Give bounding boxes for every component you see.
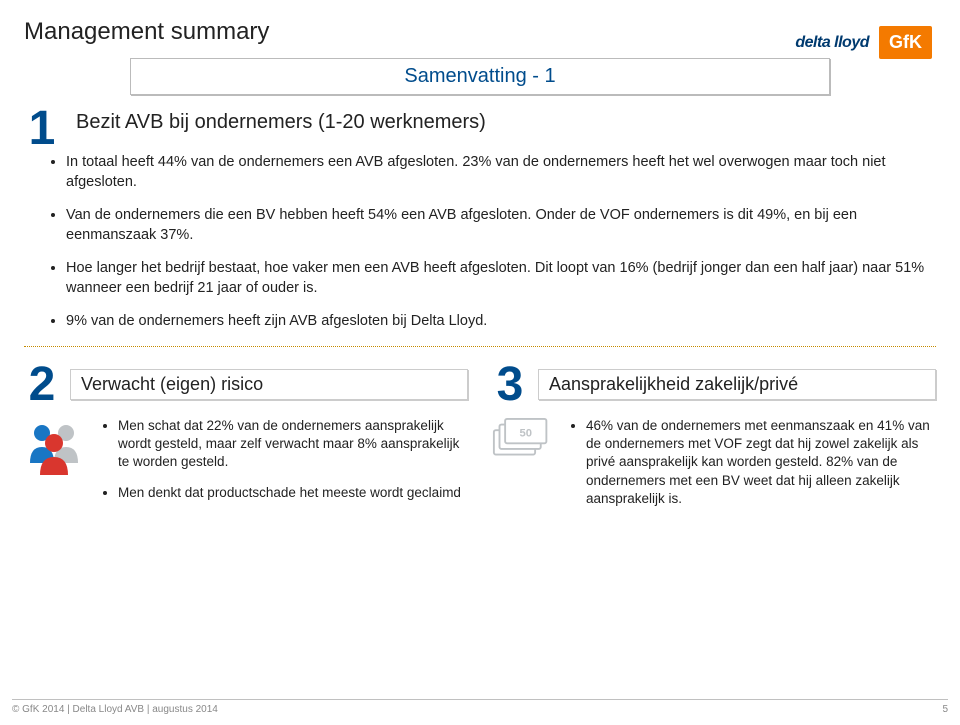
bullet: Men denkt dat productschade het meeste w… [118,484,468,502]
section-2: 2 Verwacht (eigen) risico Men schat dat … [24,361,468,520]
bullet: In totaal heeft 44% van de ondernemers e… [66,153,936,192]
logos: delta lloyd GfK [795,26,932,59]
bullet: Men schat dat 22% van de ondernemers aan… [118,417,468,472]
gfk-logo: GfK [879,26,932,59]
section-2-number: 2 [24,361,60,409]
footer-page: 5 [942,704,948,715]
section-1-number: 1 [24,105,60,153]
section-2-title: Verwacht (eigen) risico [70,369,468,400]
section-1: 1 Bezit AVB bij ondernemers (1-20 werkne… [24,105,936,332]
footer-copyright: © GfK 2014 | Delta Lloyd AVB | augustus … [12,704,218,715]
banknote-icon: 50 [492,417,552,467]
bullet: 9% van de ondernemers heeft zijn AVB afg… [66,312,936,332]
people-icon [24,417,84,482]
section-3-bullets: 46% van de ondernemers met eenmanszaak e… [570,417,936,520]
subtitle-box: Samenvatting - 1 [130,58,830,95]
delta-lloyd-logo: delta lloyd [795,34,869,52]
section-3-number: 3 [492,361,528,409]
section-3: 3 Aansprakelijkheid zakelijk/privé 50 46… [492,361,936,520]
bullet: 46% van de ondernemers met eenmanszaak e… [586,417,936,508]
svg-text:50: 50 [519,428,532,440]
section-2-bullets: Men schat dat 22% van de ondernemers aan… [102,417,468,514]
footer: © GfK 2014 | Delta Lloyd AVB | augustus … [12,699,948,715]
section-3-title: Aansprakelijkheid zakelijk/privé [538,369,936,400]
bullet: Van de ondernemers die een BV hebben hee… [66,206,936,245]
divider [24,346,936,347]
section-1-bullets: In totaal heeft 44% van de ondernemers e… [48,153,936,332]
section-1-title: Bezit AVB bij ondernemers (1-20 werkneme… [24,105,936,140]
bullet: Hoe langer het bedrijf bestaat, hoe vake… [66,259,936,298]
